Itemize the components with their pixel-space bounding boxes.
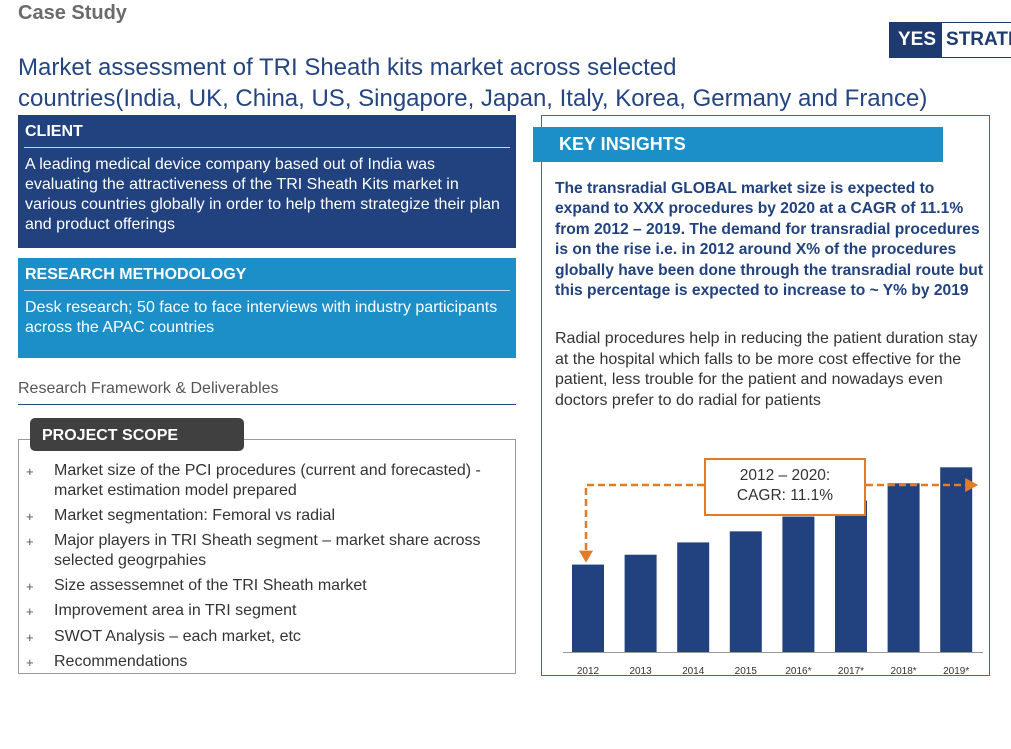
scope-item: + Major players in TRI Sheath segment – m… [26,531,510,571]
yes-strategy-logo: YES STRATEGY [889,22,1011,58]
page-title: Market assessment of TRI Sheath kits mar… [18,52,998,114]
scope-item-text: Major players in TRI Sheath segment – ma… [54,532,481,569]
bar-2017-forecast [835,500,867,652]
bar-2015 [729,531,762,652]
client-heading: CLIENT [25,123,83,140]
scope-item-text: Recommendations [54,653,188,670]
scope-item: + Market segmentation: Femoral vs radial [26,506,510,527]
case-study-label: Case Study [18,2,127,24]
key-insights-body: Radial procedures help in reducing the p… [555,330,978,409]
scope-item-text: SWOT Analysis – each market, etc [54,627,301,645]
scope-item-text: Market size of the PCI procedures (curre… [54,462,481,499]
logo-text-yes: YES [890,23,943,57]
research-framework-label: Research Framework & Deliverables [18,380,516,405]
x-tick-label: 2014 [682,666,705,677]
bar-2019-forecast [940,467,973,652]
plus-bullet-icon: + [26,655,34,670]
market-growth-bar-chart: 2012 2013 2014 2015 2016* 2017* 2018* 2019* [563,467,983,677]
bar-2018-forecast [887,483,920,652]
x-tick-label: 2017* [838,666,864,677]
x-tick-label: 2016* [785,666,811,677]
research-heading: RESEARCH METHODOLOGY [25,266,247,283]
key-insights-highlight: The transradial GLOBAL market size is ex… [555,180,984,300]
title-line-2: countries(India, UK, China, US, Singapor… [18,85,928,112]
x-tick-label: 2013 [629,666,652,677]
x-tick-label: 2015 [735,666,758,677]
bar-2013 [624,554,657,652]
research-methodology-panel: RESEARCH METHODOLOGY Desk research; 50 f… [18,258,516,358]
cagr-value-label: CAGR: 11.1% [736,487,834,504]
scope-item: + Recommendations [26,652,510,673]
research-description: Desk research; 50 face to face interview… [25,299,498,336]
plus-bullet-icon: + [26,534,34,549]
scope-item: + Improvement area in TRI segment [26,601,510,622]
project-scope-box [18,439,516,674]
project-scope-heading: PROJECT SCOPE [30,418,244,451]
cagr-arrow-left-line [584,483,704,551]
x-tick-label: 2012 [577,666,600,677]
client-panel: CLIENT A leading medical device company … [18,115,516,248]
scope-item: + SWOT Analysis – each market, etc [26,627,510,648]
client-divider [24,147,510,148]
x-tick-label: 2018* [891,666,917,677]
plus-bullet-icon: + [26,464,34,479]
scope-item: + Market size of the PCI procedures (curr… [26,461,510,501]
plus-bullet-icon: + [26,578,34,594]
scope-item: + Size assessemnet of the TRI Sheath mark… [26,576,510,597]
x-tick-label: 2019* [943,666,969,677]
cagr-arrow-left-head-icon [579,550,593,563]
cagr-period-label: 2012 – 2020: [739,467,831,484]
scope-item-text: Size assessemnet of the TRI Sheath marke… [54,576,367,594]
bar-2012 [572,564,604,652]
cagr-annotation-box: 2012 – 2020: CAGR: 11.1% [704,458,866,516]
plus-bullet-icon: + [26,604,34,619]
bar-2014 [677,542,710,652]
scope-item-text: Improvement area in TRI segment [54,602,297,619]
title-line-1: Market assessment of TRI Sheath kits mar… [18,54,677,81]
cagr-arrow-right-head-icon [965,478,979,492]
plus-bullet-icon: + [26,629,34,645]
scope-item-text: Market segmentation: Femoral vs radial [54,506,335,524]
key-insights-box [541,115,990,676]
key-insights-heading: KEY INSIGHTS [533,127,943,162]
client-description: A leading medical device company based o… [25,156,500,233]
project-scope-list: + Market size of the PCI procedures (curr… [26,461,510,678]
research-divider [24,290,510,291]
bar-2016-forecast [782,516,815,652]
plus-bullet-icon: + [26,508,34,524]
logo-text-strategy: STRATEGY [942,23,1011,57]
